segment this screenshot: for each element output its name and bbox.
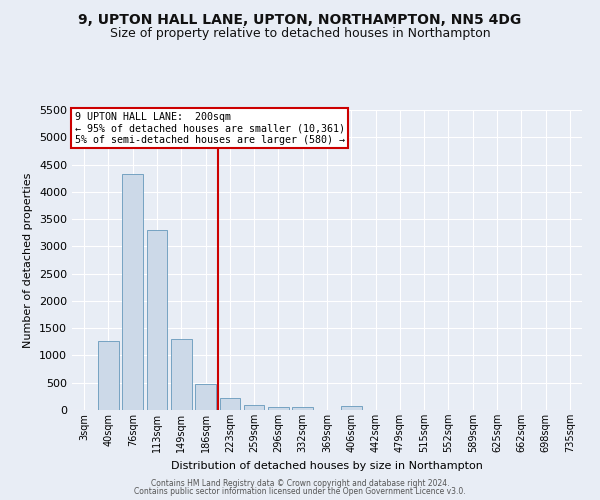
Text: Size of property relative to detached houses in Northampton: Size of property relative to detached ho… xyxy=(110,28,490,40)
Text: Contains public sector information licensed under the Open Government Licence v3: Contains public sector information licen… xyxy=(134,488,466,496)
Y-axis label: Number of detached properties: Number of detached properties xyxy=(23,172,34,348)
Bar xyxy=(220,398,240,410)
Bar xyxy=(341,406,362,410)
Bar xyxy=(146,230,167,410)
Bar xyxy=(268,406,289,410)
Bar xyxy=(171,339,191,410)
Bar xyxy=(195,384,216,410)
Text: Contains HM Land Registry data © Crown copyright and database right 2024.: Contains HM Land Registry data © Crown c… xyxy=(151,478,449,488)
Bar xyxy=(122,174,143,410)
Bar xyxy=(98,340,119,410)
Text: 9 UPTON HALL LANE:  200sqm
← 95% of detached houses are smaller (10,361)
5% of s: 9 UPTON HALL LANE: 200sqm ← 95% of detac… xyxy=(74,112,344,144)
Bar xyxy=(292,408,313,410)
Text: 9, UPTON HALL LANE, UPTON, NORTHAMPTON, NN5 4DG: 9, UPTON HALL LANE, UPTON, NORTHAMPTON, … xyxy=(79,12,521,26)
X-axis label: Distribution of detached houses by size in Northampton: Distribution of detached houses by size … xyxy=(171,460,483,470)
Bar xyxy=(244,405,265,410)
